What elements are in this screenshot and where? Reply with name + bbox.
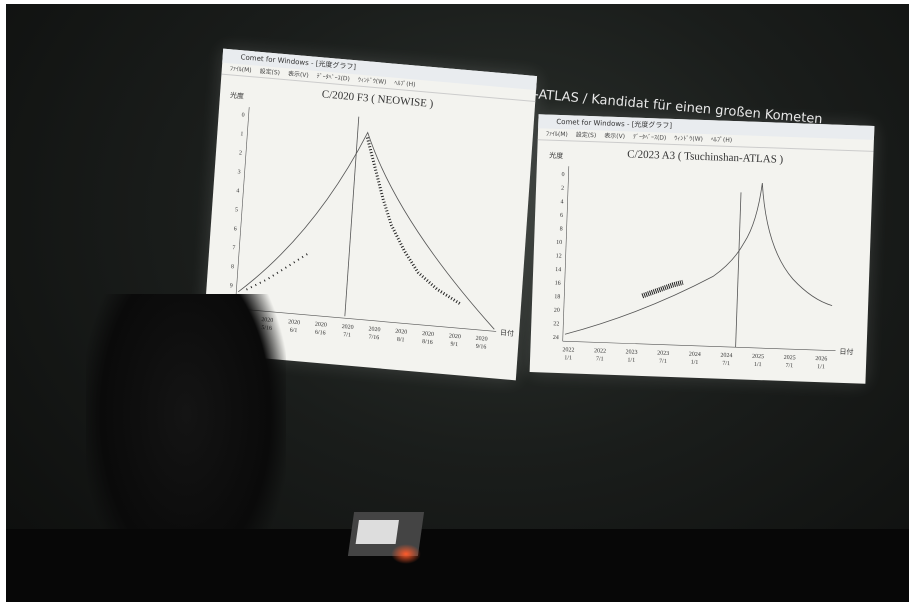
x-axis-label: 日付 [839, 347, 853, 356]
x-tick-year: 2026 [815, 356, 827, 362]
menu-item[interactable]: ﾌｧｲﾙ(M) [546, 128, 568, 140]
app-window: Comet for Windows - [光度グラフ] ﾌｧｲﾙ(M)設定(S)… [530, 114, 875, 384]
x-tick-date: 7/1 [659, 359, 667, 365]
y-tick-label: 22 [553, 321, 559, 327]
scene: C/2023 A3 Tsushinchan-ATLAS / Kandidat f… [6, 4, 909, 602]
y-tick-label: 8 [231, 264, 234, 270]
observations [356, 138, 472, 305]
x-tick-year: 2024 [689, 352, 701, 358]
x-tick-date: 7/1 [785, 363, 793, 369]
menu-item[interactable]: 設定(S) [259, 66, 280, 79]
x-tick-year: 2020 [341, 324, 353, 331]
chart-title: C/2020 F3 ( NEOWISE ) [321, 88, 434, 110]
x-tick-year: 2022 [594, 348, 606, 354]
curve [565, 176, 836, 343]
y-tick-label: 6 [560, 213, 563, 219]
menu-item[interactable]: 表示(V) [604, 131, 625, 143]
chart-title: C/2023 A3 ( Tsuchinshan-ATLAS ) [627, 148, 784, 165]
y-tick-label: 12 [556, 253, 562, 259]
x-tick-date: 1/1 [564, 355, 572, 361]
plot: C/2023 A3 ( Tsuchinshan-ATLAS )光度日付02468… [530, 140, 874, 385]
y-axis-label: 光度 [230, 90, 245, 100]
laptop-screen [356, 520, 399, 544]
menu-item[interactable]: 表示(V) [288, 68, 309, 81]
menu-item[interactable]: ｳｨﾝﾄﾞｳ(W) [674, 133, 703, 145]
menu-item[interactable]: 設定(S) [576, 130, 597, 142]
y-tick-label: 2 [561, 186, 564, 192]
menu-item[interactable]: ﾍﾙﾌﾟ(H) [711, 134, 733, 146]
x-tick-date: 7/16 [368, 334, 379, 341]
y-tick-label: 24 [553, 335, 559, 341]
x-tick-year: 2020 [475, 336, 487, 343]
x-tick-date: 8/16 [422, 339, 433, 346]
menu-item[interactable]: ﾍﾙﾌﾟ(H) [394, 78, 416, 91]
menu-item[interactable]: ﾃﾞｰﾀﾍﾞｰｽ(D) [633, 132, 667, 144]
x-tick-year: 2023 [625, 349, 637, 355]
x-tick-date: 6/16 [315, 330, 326, 337]
y-tick-label: 0 [241, 112, 244, 118]
x-tick-year: 2020 [449, 333, 461, 340]
x-tick-date: 6/1 [289, 327, 297, 334]
observations [642, 281, 682, 297]
y-tick-label: 4 [236, 188, 239, 194]
observations [246, 248, 309, 295]
x-tick-date: 8/1 [397, 337, 405, 344]
x-tick-date: 1/1 [817, 364, 825, 370]
x-tick-date: 7/1 [343, 332, 351, 339]
x-tick-year: 2020 [422, 331, 434, 338]
light-glow [391, 544, 421, 564]
perihelion-line [736, 192, 741, 347]
y-axis-label: 光度 [549, 151, 563, 160]
y-axis [563, 166, 569, 341]
y-tick-label: 0 [561, 172, 564, 178]
y-tick-label: 20 [554, 308, 560, 314]
x-tick-year: 2025 [784, 355, 796, 361]
x-tick-date: 1/1 [754, 362, 762, 368]
y-tick-label: 18 [554, 294, 560, 300]
x-tick-date: 9/1 [450, 342, 458, 349]
x-tick-date: 7/1 [722, 361, 730, 367]
y-tick-label: 3 [237, 169, 240, 175]
y-tick-label: 5 [235, 207, 238, 213]
x-tick-date: 1/1 [627, 357, 635, 363]
desk [6, 529, 909, 602]
y-tick-label: 9 [229, 283, 232, 289]
perihelion-line [345, 117, 359, 317]
x-tick-year: 2020 [315, 322, 327, 329]
x-tick-date: 1/1 [691, 360, 699, 366]
y-tick-label: 6 [233, 226, 236, 232]
y-tick-label: 14 [555, 267, 561, 273]
x-tick-year: 2020 [288, 319, 300, 326]
x-tick-year: 2022 [562, 347, 574, 353]
y-tick-label: 16 [555, 281, 561, 287]
y-tick-label: 2 [239, 150, 242, 156]
y-tick-label: 10 [556, 240, 562, 246]
y-tick-label: 8 [559, 226, 562, 232]
x-tick-year: 2020 [395, 329, 407, 336]
y-tick-label: 1 [240, 131, 243, 137]
y-tick-label: 7 [232, 245, 235, 251]
y-tick-label: 4 [560, 199, 563, 205]
x-tick-date: 7/1 [596, 356, 604, 362]
x-tick-year: 2023 [657, 351, 669, 357]
x-tick-year: 2025 [752, 354, 764, 360]
x-tick-year: 2024 [720, 353, 732, 359]
x-tick-date: 9/16 [475, 344, 486, 351]
menu-item[interactable]: ﾌｧｲﾙ(M) [229, 63, 252, 76]
x-axis-label: 日付 [500, 328, 515, 338]
x-tick-year: 2020 [368, 326, 380, 333]
